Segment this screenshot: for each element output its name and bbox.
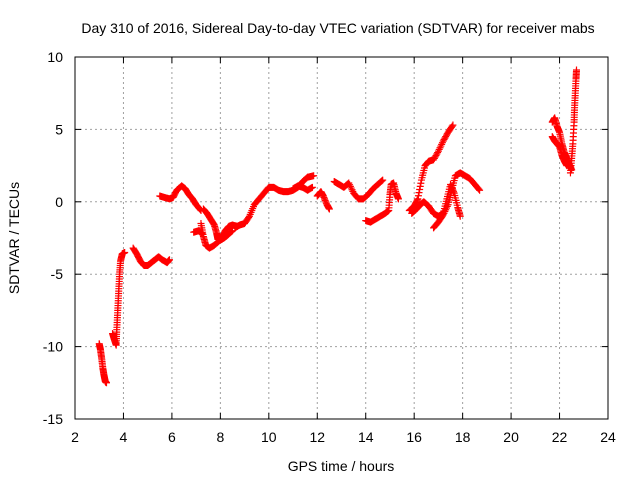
data-point xyxy=(416,185,424,193)
y-tick-label: 5 xyxy=(55,121,63,137)
data-point xyxy=(440,209,448,217)
data-point xyxy=(346,181,354,189)
data-point xyxy=(377,178,385,186)
x-tick-label: 6 xyxy=(168,429,176,445)
data-point xyxy=(228,227,236,235)
data-point xyxy=(394,195,402,203)
data-point xyxy=(434,147,442,155)
x-tick-label: 16 xyxy=(406,429,422,445)
data-point xyxy=(449,121,457,129)
series-track-10 xyxy=(313,188,333,213)
series-track-17 xyxy=(548,133,571,170)
data-point xyxy=(415,189,423,197)
x-tick-labels: 2 4 6 8 10 12 14 16 18 20 22 24 xyxy=(71,429,616,445)
data-point xyxy=(417,179,425,187)
x-tick-label: 14 xyxy=(358,429,374,445)
x-tick-label: 22 xyxy=(552,429,568,445)
data-point xyxy=(310,172,318,180)
data-point xyxy=(379,176,387,184)
x-tick-label: 12 xyxy=(309,429,325,445)
data-point xyxy=(227,228,235,236)
data-point xyxy=(434,149,442,157)
data-series xyxy=(95,66,581,387)
data-point xyxy=(438,139,446,147)
data-point xyxy=(456,212,464,220)
y-axis-label: SDTVAR / TECUs xyxy=(6,182,22,294)
data-point xyxy=(347,184,355,192)
y-tick-label: 10 xyxy=(47,49,63,65)
data-point xyxy=(443,202,451,210)
x-axis-label: GPS time / hours xyxy=(288,458,395,474)
data-point xyxy=(442,204,450,212)
data-point xyxy=(442,206,450,214)
series-track-8 xyxy=(231,172,318,232)
data-point xyxy=(102,379,110,387)
x-tick-label: 2 xyxy=(71,429,79,445)
series-track-11 xyxy=(330,176,387,203)
x-tick-label: 10 xyxy=(261,429,277,445)
x-tick-label: 20 xyxy=(503,429,519,445)
data-point xyxy=(414,195,422,203)
data-point xyxy=(121,248,129,256)
data-point xyxy=(414,192,422,200)
x-tick-label: 8 xyxy=(216,429,224,445)
data-point xyxy=(325,205,333,213)
data-point xyxy=(437,142,445,150)
data-point xyxy=(476,186,484,194)
x-tick-label: 4 xyxy=(120,429,128,445)
data-point xyxy=(346,182,354,190)
data-point xyxy=(413,196,421,204)
x-tick-label: 24 xyxy=(600,429,616,445)
data-point xyxy=(348,186,356,194)
series-track-13 xyxy=(405,121,457,214)
data-point xyxy=(448,122,456,130)
data-point xyxy=(245,213,253,221)
series-track-12 xyxy=(362,179,402,226)
data-point xyxy=(345,179,353,187)
data-point xyxy=(439,211,447,219)
series-track-7 xyxy=(190,227,206,238)
series-track-1 xyxy=(95,340,110,387)
y-tick-label: 0 xyxy=(55,194,63,210)
series-track-4 xyxy=(156,182,205,214)
data-point xyxy=(378,177,386,185)
data-point xyxy=(435,145,443,153)
data-point xyxy=(573,66,581,74)
data-point xyxy=(198,230,206,238)
data-point xyxy=(308,183,316,191)
data-point xyxy=(436,144,444,152)
data-point xyxy=(165,256,173,264)
data-point xyxy=(475,185,483,193)
plot-frame xyxy=(74,56,609,420)
chart-title: Day 310 of 2016, Sidereal Day-to-day VTE… xyxy=(81,20,594,36)
x-tick-label: 18 xyxy=(455,429,471,445)
data-point xyxy=(438,140,446,148)
series-track-18 xyxy=(566,66,581,177)
y-tick-label: -15 xyxy=(43,411,63,427)
y-tick-label: -10 xyxy=(43,339,63,355)
series-track-3 xyxy=(129,244,173,270)
data-point xyxy=(416,182,424,190)
y-tick-labels: -15 -10 -5 0 5 10 xyxy=(43,49,63,427)
series-track-2 xyxy=(109,248,129,349)
series-track-15 xyxy=(430,169,484,232)
y-tick-label: -5 xyxy=(51,266,64,282)
series-track-9 xyxy=(289,182,316,194)
data-point xyxy=(441,207,449,215)
series-track-6 xyxy=(197,220,236,252)
grid xyxy=(74,56,609,420)
